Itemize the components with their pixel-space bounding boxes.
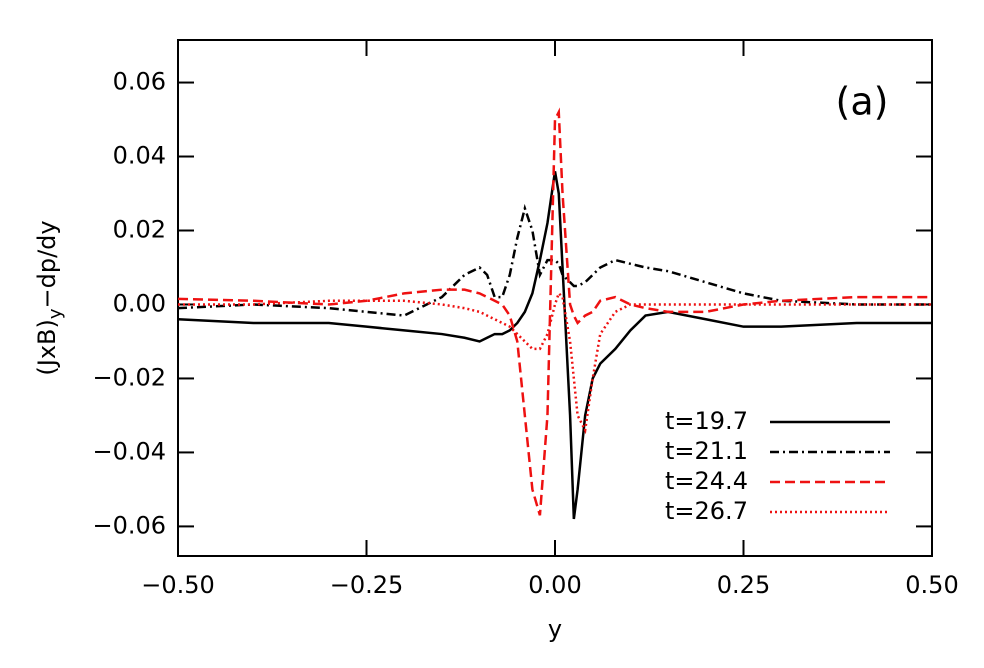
- y-tick-label: 0.00: [113, 289, 166, 317]
- series-line: [177, 171, 932, 520]
- series-line: [178, 291, 932, 435]
- y-axis-label-rest: −dp/dy: [33, 220, 61, 308]
- x-tick-label: 0.00: [528, 571, 581, 599]
- panel-label: (a): [836, 80, 889, 124]
- x-tick-label: −0.25: [330, 571, 404, 599]
- y-tick-label: −0.06: [92, 511, 166, 539]
- y-tick-label: 0.04: [113, 142, 166, 170]
- x-tick-label: −0.50: [141, 571, 215, 599]
- y-axis-label: (JxB)y−dp/dy: [33, 220, 66, 375]
- series-line: [177, 203, 932, 317]
- y-tick-label: 0.02: [113, 215, 166, 243]
- y-tick-label: −0.04: [92, 437, 166, 465]
- x-axis-label: y: [548, 615, 562, 643]
- series-line: [177, 107, 932, 516]
- y-tick-label: 0.06: [113, 68, 166, 96]
- x-tick-label: 0.50: [905, 571, 958, 599]
- y-axis-label-sub: y: [45, 308, 66, 319]
- y-tick-label: −0.02: [92, 363, 166, 391]
- legend-label: t=26.7: [665, 497, 748, 525]
- x-tick-label: 0.25: [717, 571, 770, 599]
- legend-label: t=21.1: [665, 437, 748, 465]
- legend-label: t=19.7: [665, 407, 748, 435]
- y-axis-label-main: (JxB): [33, 319, 61, 375]
- legend-label: t=24.4: [665, 467, 748, 495]
